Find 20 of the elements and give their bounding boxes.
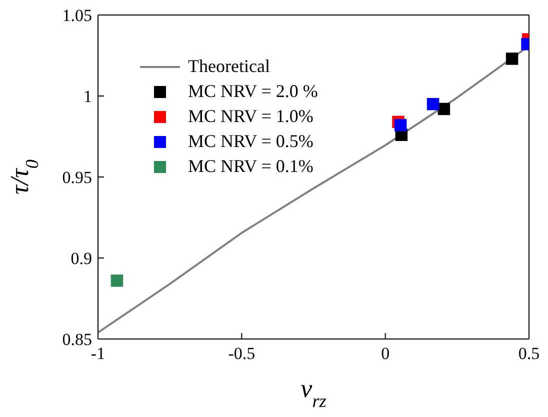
point xyxy=(438,102,450,116)
x-tick-label: 0 xyxy=(381,344,390,364)
legend-label: MC NRV = 1.0% xyxy=(188,105,314,128)
point xyxy=(394,119,407,132)
legend-label: MC NRV = 0.1% xyxy=(188,155,314,178)
point xyxy=(506,52,518,65)
y-tick-label: 0.95 xyxy=(62,168,92,188)
point xyxy=(426,98,440,110)
y-tick-label: 1.05 xyxy=(62,6,92,26)
y-tick-label: 1 xyxy=(84,87,92,106)
y-tick-label: 0.9 xyxy=(70,249,92,268)
point xyxy=(110,274,124,287)
legend-label: MC NRV = 2.0 % xyxy=(188,80,318,103)
legend-label: MC NRV = 0.5% xyxy=(188,130,314,153)
x-axis-title: ν$_{rz}$ xyxy=(300,374,326,411)
x-tick-label: 0.5 xyxy=(518,344,540,364)
x-tick-label: -0.5 xyxy=(228,344,256,364)
y-tick-label: 0.85 xyxy=(62,330,92,350)
x-tick-label: -1 xyxy=(90,344,106,364)
legend-label: Theoretical xyxy=(188,55,270,78)
